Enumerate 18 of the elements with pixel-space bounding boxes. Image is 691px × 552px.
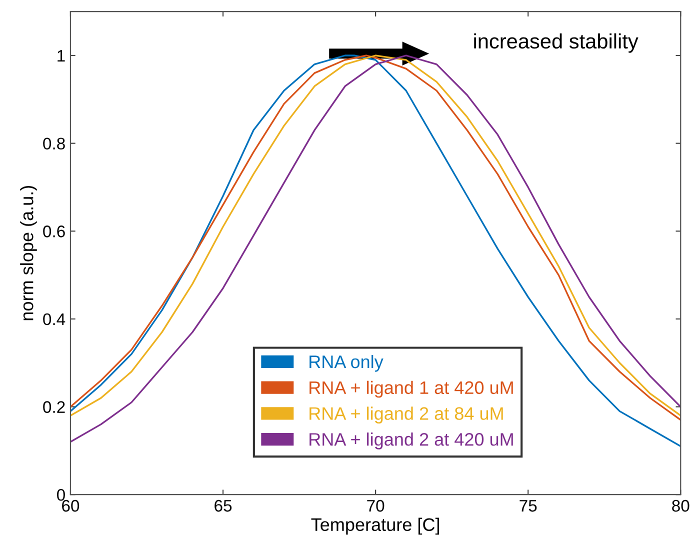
y-tick-label: 0.2	[43, 401, 65, 413]
y-tick-label: 0.6	[43, 226, 65, 238]
y-axis-title: norm slope (a.u.)	[20, 186, 37, 320]
legend-label: RNA only	[310, 354, 384, 372]
annotation: increased stability	[474, 33, 638, 53]
y-tick-label: 0.8	[43, 138, 65, 150]
y-tick-label: 1	[58, 50, 65, 62]
x-axis-title: Temperature [C]	[311, 518, 439, 535]
x-tick-label: 70	[367, 500, 384, 512]
legend-label: RNA + ligand 2 at 420 uM	[310, 432, 513, 450]
legend-label: RNA + ligand 2 at 84 uM	[310, 406, 503, 424]
x-tick-label: 80	[672, 500, 690, 512]
y-tick-label: 0	[57, 488, 65, 501]
x-tick-label: 75	[520, 500, 537, 512]
x-tick-label: 60	[62, 500, 80, 512]
y-tick-label: 0.4	[43, 313, 66, 326]
x-tick-label: 65	[214, 500, 232, 512]
legend-label: RNA + ligand 1 at 420 uM	[310, 380, 513, 398]
